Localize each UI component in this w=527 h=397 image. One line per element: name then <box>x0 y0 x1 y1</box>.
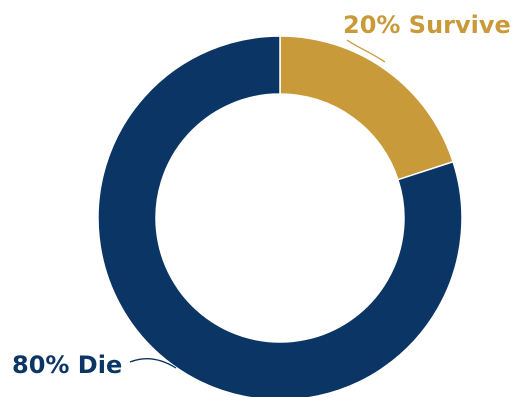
slice-label-survive: 20% Survive <box>343 11 511 39</box>
leader-line-die <box>129 357 177 369</box>
donut-slices <box>97 35 463 397</box>
slice-label-die: 80% Die <box>12 351 122 379</box>
leader-line-survive <box>346 39 386 63</box>
leader-lines <box>129 39 386 369</box>
slice-0 <box>279 35 455 181</box>
slice-1 <box>97 35 463 397</box>
